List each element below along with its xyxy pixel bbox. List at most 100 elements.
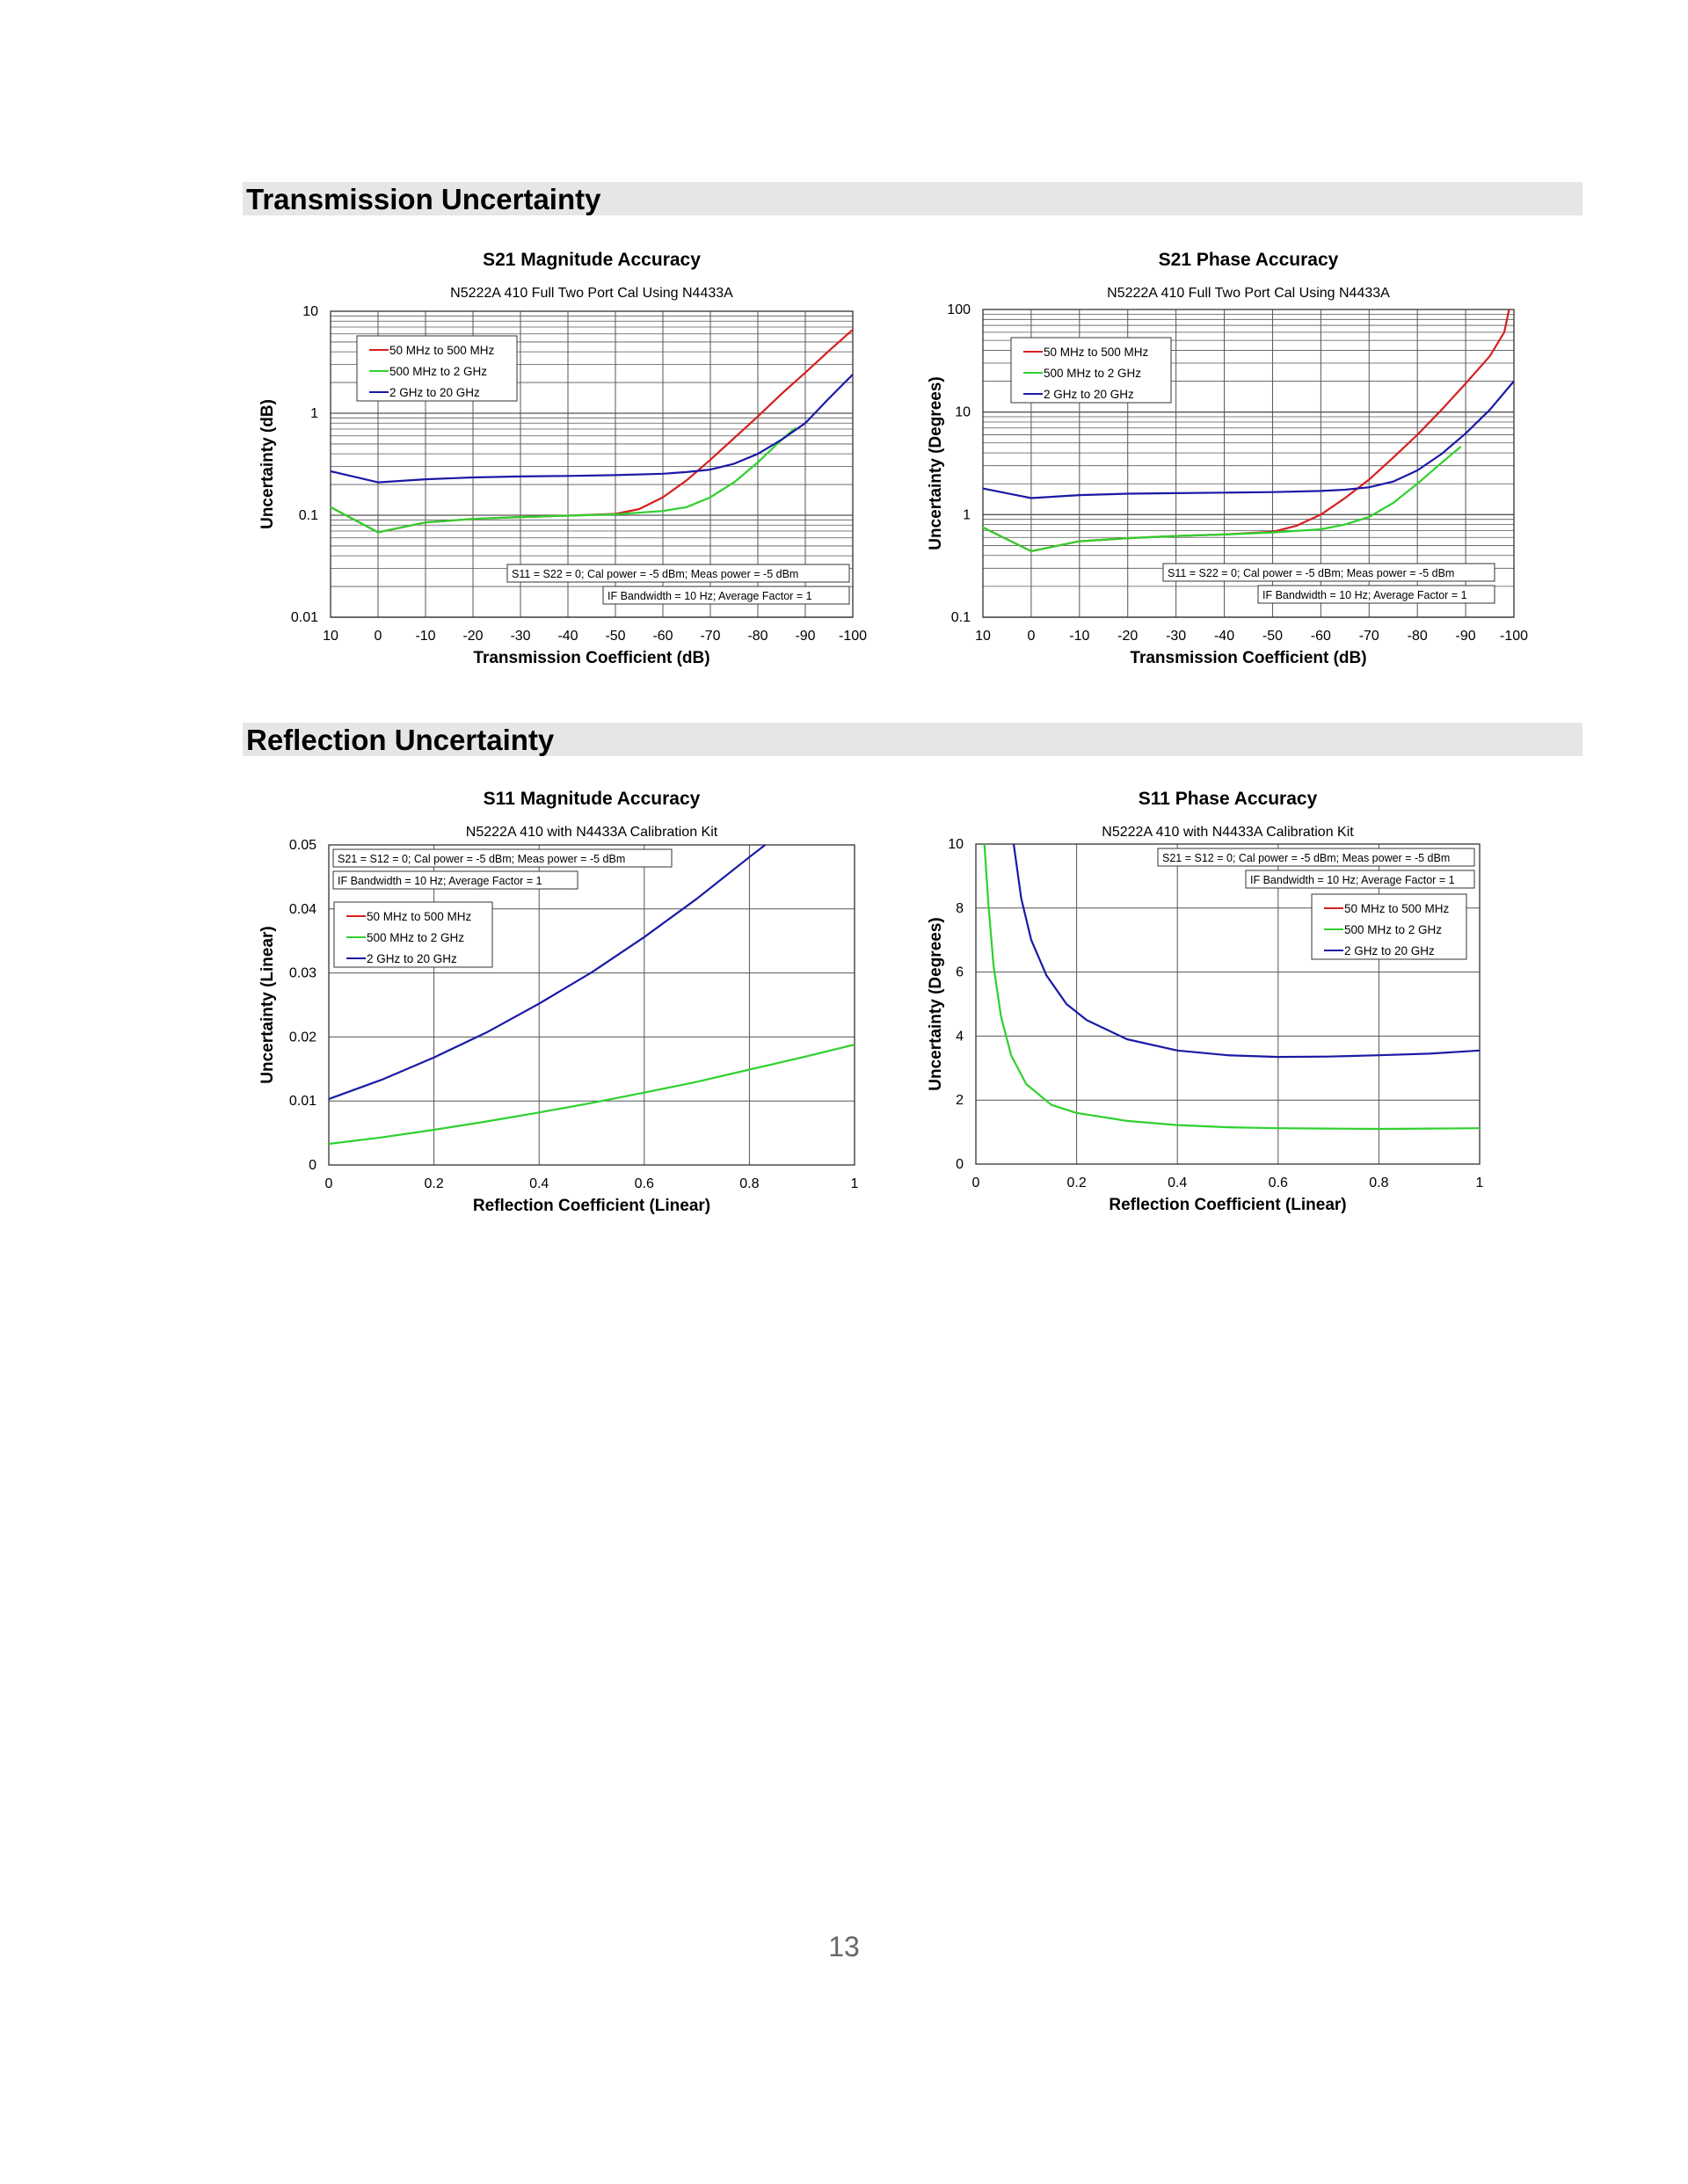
section-title-transmission: Transmission Uncertainty: [246, 183, 601, 215]
x-tick-label: 0: [325, 1176, 333, 1191]
legend-label: 500 MHz to 2 GHz: [1044, 367, 1141, 380]
y-axis-title: Uncertainty (Degrees): [927, 917, 945, 1090]
x-tick-label: -70: [700, 629, 720, 644]
y-tick-label: 0.03: [289, 966, 316, 981]
chart-s21-phase-svg: S21 Phase Accuracy N5222A 410 Full Two Po…: [927, 250, 1528, 667]
chart-s21-magnitude-svg: S21 Magnitude Accuracy N5222A 410 Full Tw…: [258, 250, 867, 667]
page-number: 13: [828, 1931, 860, 1962]
plot-border: [975, 843, 1481, 1165]
chart-subtitle: N5222A 410 Full Two Port Cal Using N4433…: [1107, 286, 1390, 301]
y-tick-label: 0.01: [291, 610, 318, 625]
y-tick-label: 0.02: [289, 1030, 316, 1045]
x-tick-label: 0: [375, 629, 382, 644]
note-text: S21 = S12 = 0; Cal power = -5 dBm; Meas …: [338, 853, 625, 865]
x-tick-label: -80: [747, 629, 768, 644]
note-border: [332, 848, 673, 868]
x-tick-label: -40: [1214, 629, 1234, 644]
x-tick-label: -20: [462, 629, 483, 644]
legend-border: [1311, 893, 1467, 960]
note-box: IF Bandwidth = 10 Hz; Average Factor = 1: [602, 586, 850, 605]
y-tick-label: 0: [309, 1158, 316, 1173]
y-tick-label: 0.1: [299, 508, 318, 523]
x-tick-label: -100: [839, 629, 867, 644]
legend-label: 50 MHz to 500 MHz: [1344, 902, 1450, 915]
y-tick-label: 1: [963, 507, 971, 522]
chart-title: S21 Phase Accuracy: [1159, 250, 1339, 270]
plot-border: [330, 310, 854, 618]
x-tick-label: -90: [795, 629, 815, 644]
chart-subtitle: N5222A 410 with N4433A Calibration Kit: [466, 825, 718, 840]
legend-label: 2 GHz to 20 GHz: [1344, 944, 1435, 957]
note-text: IF Bandwidth = 10 Hz; Average Factor = 1: [608, 590, 812, 602]
note-text: IF Bandwidth = 10 Hz; Average Factor = 1: [1262, 589, 1467, 601]
legend-label: 2 GHz to 20 GHz: [367, 952, 457, 965]
y-tick-label: 100: [947, 302, 971, 317]
x-tick-label: -60: [1311, 629, 1331, 644]
note-text: IF Bandwidth = 10 Hz; Average Factor = 1: [338, 875, 542, 887]
chart-subtitle: N5222A 410 Full Two Port Cal Using N4433…: [450, 286, 733, 301]
y-tick-label: 0.04: [289, 902, 316, 917]
legend-border: [1010, 337, 1172, 404]
plot-area: [976, 844, 1480, 1164]
x-tick-label: -10: [1069, 629, 1089, 644]
legend-border: [356, 335, 518, 402]
x-tick-label: 0.4: [529, 1176, 549, 1191]
legend: 50 MHz to 500 MHz 500 MHz to 2 GHz 2 GHz t…: [356, 335, 518, 402]
note-box: S11 = S22 = 0; Cal power = -5 dBm; Meas …: [1162, 563, 1495, 582]
chart-s11-phase-svg: S11 Phase Accuracy N5222A 410 with N4433A…: [927, 789, 1484, 1214]
series-line-2: [982, 446, 1462, 552]
y-tick-label: 4: [956, 1029, 964, 1044]
note-box: IF Bandwidth = 10 Hz; Average Factor = 1: [332, 870, 578, 890]
note-border: [602, 586, 850, 605]
x-axis-title: Reflection Coefficient (Linear): [1109, 1196, 1346, 1214]
chart-subtitle: N5222A 410 with N4433A Calibration Kit: [1102, 825, 1354, 840]
legend-label: 50 MHz to 500 MHz: [1044, 346, 1149, 359]
note-box: S21 = S12 = 0; Cal power = -5 dBm; Meas …: [1157, 848, 1475, 867]
x-tick-label: 1: [851, 1176, 859, 1191]
legend-label: 50 MHz to 500 MHz: [367, 910, 472, 923]
legend-label: 2 GHz to 20 GHz: [1044, 388, 1134, 401]
chart-s11-phase: S11 Phase Accuracy N5222A 410 with N4433A…: [914, 785, 1547, 1225]
note-text: S11 = S22 = 0; Cal power = -5 dBm; Meas …: [512, 568, 798, 580]
x-tick-label: -90: [1456, 629, 1476, 644]
chart-s11-magnitude-svg: S11 Magnitude Accuracy N5222A 410 with N4…: [258, 789, 859, 1215]
x-tick-label: -30: [510, 629, 530, 644]
x-axis-title: Reflection Coefficient (Linear): [473, 1197, 710, 1215]
chart-title: S11 Phase Accuracy: [1139, 789, 1318, 809]
note-box: IF Bandwidth = 10 Hz; Average Factor = 1: [1257, 585, 1495, 604]
x-tick-label: -60: [652, 629, 673, 644]
note-text: S11 = S22 = 0; Cal power = -5 dBm; Meas …: [1168, 567, 1454, 579]
note-box: S11 = S22 = 0; Cal power = -5 dBm; Meas …: [506, 564, 850, 583]
y-axis-title: Uncertainty (Linear): [258, 926, 277, 1083]
x-tick-label: 0: [1027, 629, 1035, 644]
legend-label: 500 MHz to 2 GHz: [389, 365, 487, 378]
note-border: [1257, 585, 1495, 604]
note-border: [1157, 848, 1475, 867]
y-tick-label: 0.01: [289, 1094, 316, 1109]
x-tick-label: 10: [323, 629, 338, 644]
series-line-3: [330, 374, 854, 484]
note-border: [1162, 563, 1495, 582]
x-tick-label: 10: [975, 629, 991, 644]
x-tick-label: -100: [1500, 629, 1528, 644]
series-line-2: [983, 843, 1481, 1131]
note-border: [1245, 870, 1475, 889]
note-box: IF Bandwidth = 10 Hz; Average Factor = 1: [1245, 870, 1475, 889]
x-tick-label: 0.2: [424, 1176, 443, 1191]
legend: 50 MHz to 500 MHz 500 MHz to 2 GHz 2 GHz t…: [1010, 337, 1172, 404]
x-tick-label: -80: [1408, 629, 1428, 644]
plot-border: [982, 309, 1515, 618]
y-tick-label: 0: [956, 1157, 964, 1172]
series-line-2: [328, 1044, 855, 1146]
y-tick-label: 0.1: [951, 610, 971, 625]
y-tick-label: 10: [955, 405, 971, 420]
chart-s11-magnitude: S11 Magnitude Accuracy N5222A 410 with N4…: [246, 785, 879, 1225]
chart-s21-magnitude: S21 Magnitude Accuracy N5222A 410 Full Tw…: [246, 246, 879, 686]
legend-label: 500 MHz to 2 GHz: [1344, 923, 1442, 936]
note-text: IF Bandwidth = 10 Hz; Average Factor = 1: [1250, 874, 1455, 886]
legend-label: 500 MHz to 2 GHz: [367, 931, 464, 944]
x-tick-label: 0.6: [635, 1176, 654, 1191]
series-line-2: [330, 426, 797, 534]
x-tick-label: -50: [1262, 629, 1283, 644]
y-axis-title: Uncertainty (dB): [258, 399, 277, 529]
